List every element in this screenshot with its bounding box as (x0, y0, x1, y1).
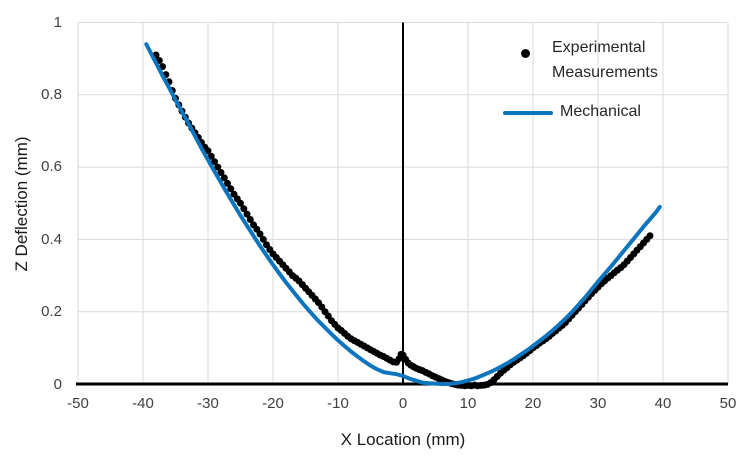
x-axis-title: X Location (mm) (340, 430, 466, 449)
experimental-point (246, 216, 254, 223)
experimental-point (259, 235, 267, 243)
x-tick-label: 40 (654, 395, 672, 412)
y-tick-label: 0 (53, 376, 62, 393)
y-tick-label: 0.4 (41, 231, 62, 248)
x-tick-label: 50 (719, 395, 737, 412)
x-tick-label: 20 (524, 395, 542, 412)
y-tick-label: 0.6 (41, 158, 62, 175)
experimental-point (207, 152, 215, 160)
experimental-point (220, 174, 228, 182)
y-tick-label: 0.2 (41, 303, 62, 320)
experimental-point (646, 232, 654, 240)
experimental-point (204, 147, 212, 155)
mechanical-line (144, 42, 662, 386)
y-axis-title: Z Deflection (mm) (12, 136, 31, 272)
x-tick-label: 30 (589, 395, 607, 412)
x-tick-label: 10 (459, 395, 477, 412)
experimental-point (224, 179, 231, 187)
experimental-point (256, 230, 264, 238)
experimental-point (240, 205, 248, 213)
x-tick-label: 0 (398, 395, 408, 412)
experimental-point (237, 199, 244, 207)
y-tick-label: 0.8 (41, 86, 62, 103)
x-tick-label: -20 (262, 395, 284, 412)
y-tick-label: 1 (53, 14, 62, 31)
legend-dot-marker (521, 49, 530, 58)
x-tick-label: -40 (132, 395, 154, 412)
experimental-point (211, 158, 218, 166)
legend-label-experimental: Experimental Measurements (552, 39, 658, 81)
x-tick-label: -50 (67, 395, 89, 412)
x-tick-label: -30 (197, 395, 219, 412)
legend-label-mechanical: Mechanical (560, 103, 641, 120)
experimental-point (227, 185, 235, 193)
experimental-point (243, 210, 251, 218)
experimental-point (214, 163, 222, 171)
x-tick-label: -10 (327, 395, 349, 412)
legend-line-marker (503, 111, 553, 115)
experimental-point (217, 169, 225, 176)
